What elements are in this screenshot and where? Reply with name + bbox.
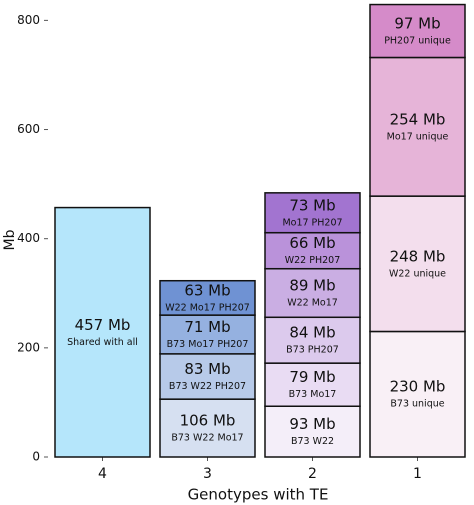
value-label: 84 Mb (289, 324, 335, 342)
value-label: 71 Mb (184, 318, 230, 336)
bar-segment (264, 192, 361, 234)
bar-segment (54, 206, 151, 458)
bar-segment (159, 279, 256, 316)
segment-label: B73 W22 PH207 (169, 381, 246, 392)
segment-label: B73 PH207 (286, 345, 339, 356)
segment-label: B73 W22 Mo17 (171, 433, 243, 444)
bar-segment (264, 267, 361, 319)
y-tick-label: 0 (32, 450, 40, 464)
segment-label: W22 unique (389, 268, 446, 279)
segment-label: B73 W22 (291, 436, 334, 447)
value-label: 457 Mb (75, 316, 131, 334)
bar-segment (369, 330, 466, 458)
x-tick-label: 4 (98, 466, 107, 482)
value-label: 106 Mb (180, 412, 236, 430)
y-tick-label: 600 (17, 122, 40, 136)
y-tick-label: 200 (17, 340, 40, 354)
value-label: 89 Mb (289, 276, 335, 294)
value-label: 254 Mb (390, 110, 446, 128)
segment-label: B73 Mo17 PH207 (167, 339, 249, 350)
value-label: 230 Mb (390, 378, 446, 396)
bar-segment (264, 316, 361, 364)
bar-segment (264, 231, 361, 270)
segment-label: Mo17 unique (387, 131, 449, 142)
segment-label: W22 Mo17 (287, 297, 338, 308)
bar-segment (159, 314, 256, 355)
segment-label: Shared with all (67, 337, 138, 348)
x-tick-label: 2 (308, 466, 317, 482)
value-label: 248 Mb (390, 247, 446, 265)
x-axis-label: Genotypes with TE (188, 486, 329, 504)
bar-segment (369, 195, 466, 333)
bar-segment (369, 3, 466, 59)
value-label: 66 Mb (289, 234, 335, 252)
value-label: 63 Mb (184, 281, 230, 299)
value-label: 73 Mb (289, 196, 335, 214)
segment-label: B73 unique (390, 399, 444, 410)
segment-label: B73 Mo17 (289, 389, 337, 400)
segment-label: Mo17 PH207 (282, 217, 342, 228)
bar-segment (159, 398, 256, 458)
value-label: 83 Mb (184, 360, 230, 378)
segment-label: W22 Mo17 PH207 (165, 302, 250, 313)
y-axis-label: Mb (2, 229, 18, 250)
segment-label: PH207 unique (384, 36, 451, 47)
value-label: 93 Mb (289, 415, 335, 433)
segment-label: W22 PH207 (285, 255, 341, 266)
value-label: 97 Mb (394, 15, 440, 33)
bar-segment (369, 56, 466, 197)
x-tick-label: 1 (413, 466, 422, 482)
y-tick-label: 800 (17, 13, 40, 27)
bar-segment (159, 353, 256, 400)
x-tick-label: 3 (203, 466, 212, 482)
y-tick-label: 400 (17, 231, 40, 245)
value-label: 79 Mb (289, 368, 335, 386)
